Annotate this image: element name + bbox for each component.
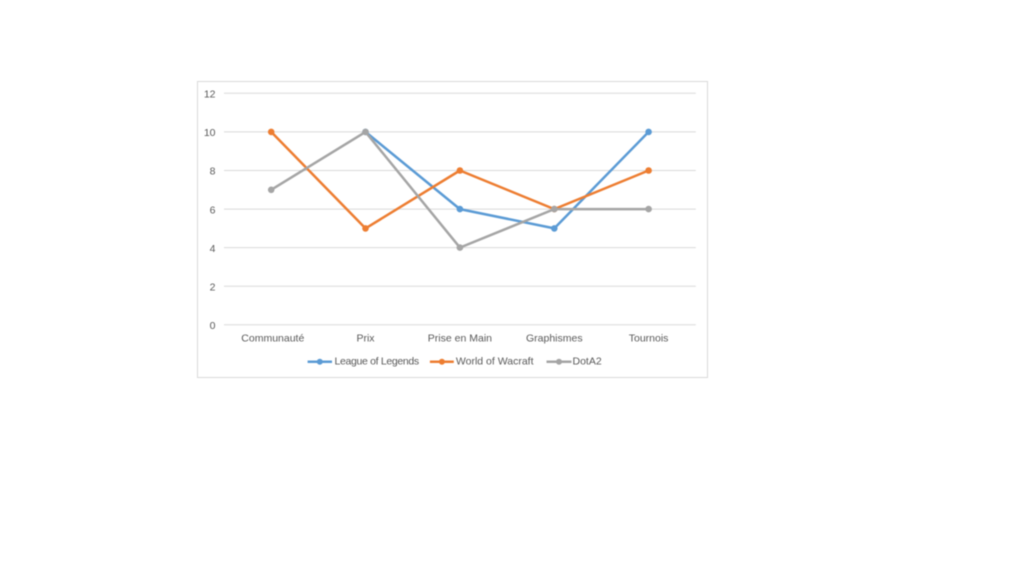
svg-text:12: 12 [204,89,216,101]
svg-text:4: 4 [210,243,216,255]
svg-text:Graphismes: Graphismes [526,333,583,345]
svg-text:6: 6 [210,204,216,216]
svg-text:World of Wacraft: World of Wacraft [456,356,534,368]
svg-text:8: 8 [210,166,216,178]
svg-text:10: 10 [204,127,216,139]
svg-text:Prise en Main: Prise en Main [428,333,492,345]
svg-text:Tournois: Tournois [629,333,669,345]
svg-text:Communauté: Communauté [241,333,304,345]
svg-text:Prix: Prix [356,333,375,345]
svg-text:League of Legends: League of Legends [335,356,419,368]
svg-text:2: 2 [210,281,216,293]
svg-text:0: 0 [210,320,216,332]
svg-text:DotA2: DotA2 [573,356,602,368]
